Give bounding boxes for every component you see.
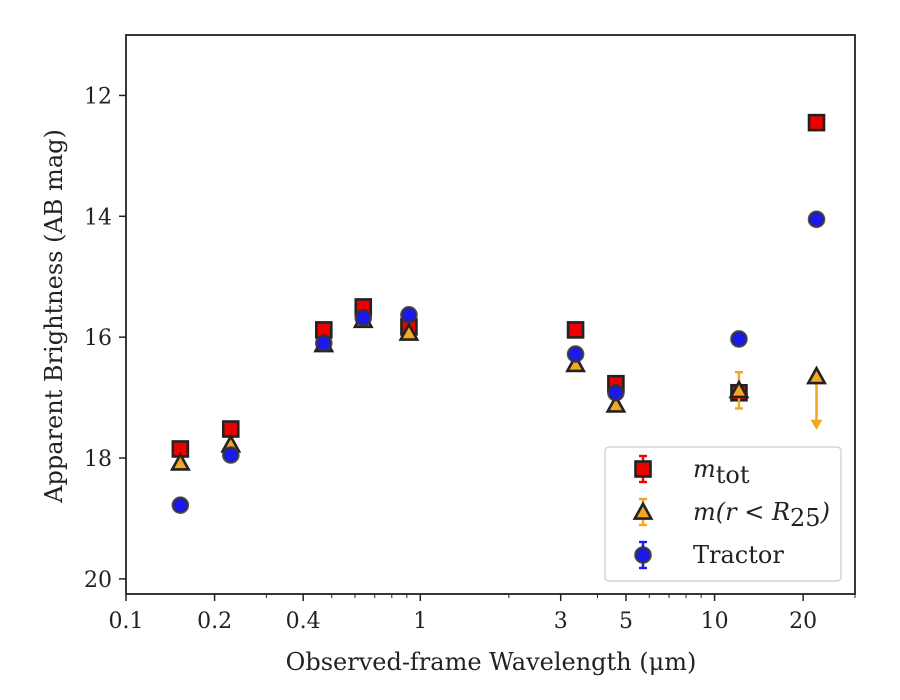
upper-limit-head (810, 419, 823, 430)
data-point-triangle (605, 393, 627, 413)
data-point-circle (171, 496, 190, 514)
data-point-circle (730, 330, 748, 348)
series-square (171, 113, 826, 458)
data-point-triangle (169, 451, 191, 471)
data-point-triangle (728, 379, 750, 399)
x-tick-label: 5 (619, 609, 633, 634)
legend-frame (604, 446, 842, 582)
series-triangle (169, 309, 827, 471)
data-point-circle (221, 446, 240, 464)
legend-label: m(r < R25) (693, 498, 830, 532)
legend: mtot m(r < R25) Tractor (604, 446, 842, 582)
data-point-circle (607, 383, 625, 402)
x-tick-label: 1 (413, 609, 427, 634)
axes-layer: 0.1 0.2 0.4 1 3 5 10 20 12 14 16 18 20 (84, 34, 856, 634)
y-tick-label: 20 (84, 568, 112, 593)
data-point-circle (354, 309, 373, 327)
plot-frame (125, 34, 856, 595)
data-point-circle (807, 210, 826, 229)
x-tick-label: 3 (554, 609, 568, 634)
x-tick-label: 20 (789, 609, 817, 634)
legend-marker-square (634, 460, 652, 478)
y-tick-label: 18 (84, 447, 112, 472)
data-point-square (566, 321, 585, 339)
data-point-square (807, 113, 826, 132)
y-tick-label: 16 (84, 326, 112, 351)
data-point-triangle (806, 365, 827, 385)
plot-layer (169, 113, 827, 514)
data-point-circle (566, 345, 585, 363)
series-circle (171, 210, 826, 514)
data-point-circle (400, 306, 418, 324)
y-tick-label: 14 (84, 205, 112, 230)
legend-marker-triangle (632, 501, 654, 520)
data-point-triangle (398, 322, 420, 341)
x-tick-label: 0.1 (109, 609, 144, 634)
data-point-circle (314, 334, 333, 353)
x-tick-label: 10 (701, 609, 729, 634)
legend-label: Tractor (693, 541, 784, 569)
x-axis-label: Observed-frame Wavelength (μm) (286, 648, 697, 676)
y-tick-label: 12 (84, 84, 112, 109)
data-point-triangle (565, 353, 587, 373)
x-tick-label: 0.2 (197, 609, 232, 634)
y-axis-label: Apparent Brightness (AB mag) (40, 129, 68, 504)
legend-label: mtot (693, 455, 750, 489)
x-tick-label: 0.4 (286, 609, 321, 634)
legend-marker-circle (634, 546, 652, 564)
